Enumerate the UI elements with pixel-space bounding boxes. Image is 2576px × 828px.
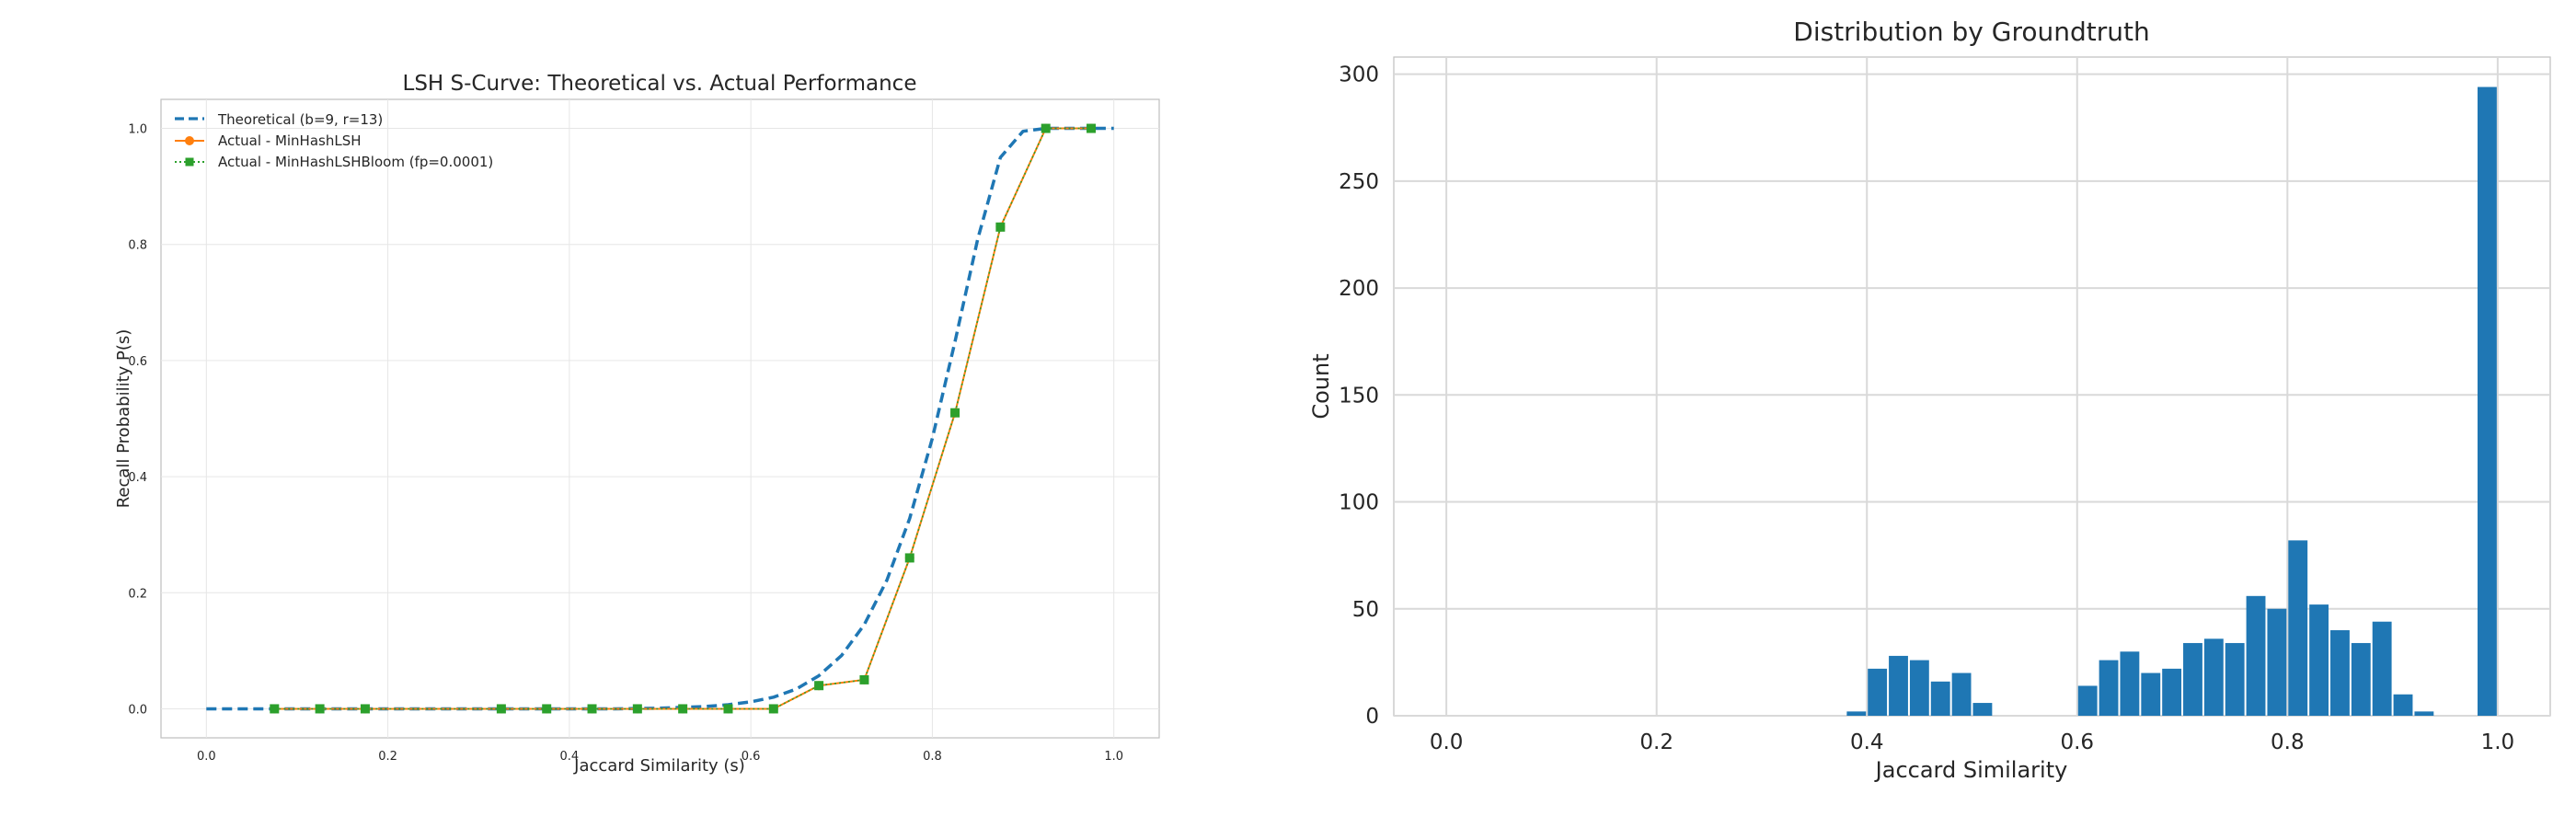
- legend-marker-minhashlsh: [185, 136, 194, 145]
- histogram-bar: [2267, 608, 2287, 716]
- legend-label-minhashlshbloom: Actual - MinHashLSHBloom (fp=0.0001): [218, 154, 493, 170]
- legend-entry-minhashlshbloom: Actual - MinHashLSHBloom (fp=0.0001): [175, 154, 493, 170]
- histogram-bar: [1909, 660, 1929, 716]
- histogram-bar: [1972, 703, 1993, 716]
- x-tick-label: 0.4: [560, 750, 580, 764]
- x-tick-label: 0.0: [197, 750, 216, 764]
- histogram-bar: [2246, 595, 2266, 716]
- s-curve-title: LSH S-Curve: Theoretical vs. Actual Perf…: [403, 72, 917, 96]
- histogram-bar: [2309, 604, 2329, 716]
- s-curve-chart: 0.0 0.2 0.4 0.6 0.8 1.0 0.0 0.2 0.4 0.6 0.8 1.0 LS…: [114, 72, 1160, 776]
- distribution-y-ticks: 0 50 100 150 200 250 300: [1339, 63, 1379, 729]
- x-tick-label: 1.0: [1104, 750, 1123, 764]
- distribution-x-ticks: 0.0 0.2 0.4 0.6 0.8 1.0: [1430, 730, 2514, 754]
- data-point-minhashlshbloom: [542, 704, 552, 714]
- s-curve-y-ticks: 0.0 0.2 0.4 0.6 0.8 1.0: [128, 123, 147, 718]
- x-tick-label: 0.2: [378, 750, 397, 764]
- x-tick-label: 0.6: [742, 750, 761, 764]
- data-point-minhashlshbloom: [270, 704, 280, 714]
- distribution-x-axis-label: Jaccard Similarity: [1874, 757, 2068, 783]
- x-tick-label: 0.8: [2271, 730, 2305, 754]
- data-point-minhashlshbloom: [723, 704, 733, 714]
- histogram-bar: [2351, 642, 2371, 716]
- distribution-bars: [1846, 86, 2497, 716]
- y-tick-label: 0.0: [128, 703, 147, 717]
- y-tick-label: 100: [1339, 491, 1379, 515]
- distribution-plot-area: [1393, 56, 2551, 717]
- data-point-minhashlshbloom: [360, 704, 370, 714]
- y-tick-label: 1.0: [128, 123, 147, 137]
- data-point-minhashlshbloom: [995, 222, 1006, 232]
- data-point-minhashlshbloom: [315, 704, 325, 714]
- data-point-minhashlshbloom: [859, 674, 869, 684]
- histogram-bar: [2141, 673, 2161, 716]
- s-curve-x-ticks: 0.0 0.2 0.4 0.6 0.8 1.0: [197, 750, 1123, 764]
- s-curve-grid: [161, 99, 1159, 738]
- histogram-bar: [2330, 630, 2350, 716]
- histogram-bar: [2478, 86, 2497, 716]
- legend-entry-theoretical: Theoretical (b=9, r=13): [175, 111, 383, 128]
- s-curve-plot-area: [160, 98, 1160, 739]
- histogram-bar: [2372, 621, 2392, 716]
- y-tick-label: 0.4: [128, 471, 147, 485]
- legend-marker-minhashlshbloom: [185, 157, 194, 167]
- y-tick-label: 250: [1339, 170, 1379, 194]
- data-point-minhashlshbloom: [814, 681, 824, 691]
- data-point-minhashlshbloom: [632, 704, 642, 714]
- y-tick-label: 300: [1339, 63, 1379, 87]
- distribution-title: Distribution by Groundtruth: [1793, 17, 2149, 47]
- s-curve-series: [206, 123, 1114, 714]
- x-tick-label: 0.6: [2060, 730, 2094, 754]
- s-curve-y-axis-label: Recall Probability P(s): [114, 329, 133, 509]
- x-tick-label: 0.0: [1430, 730, 1464, 754]
- data-point-minhashlshbloom: [1041, 123, 1051, 133]
- data-point-minhashlshbloom: [904, 553, 914, 563]
- histogram-bar: [1930, 681, 1950, 716]
- histogram-bar: [2288, 540, 2308, 716]
- data-point-minhashlshbloom: [496, 704, 506, 714]
- s-curve-legend: Theoretical (b=9, r=13) Actual - MinHash…: [175, 111, 493, 170]
- histogram-bar: [2120, 651, 2140, 716]
- histogram-bar: [2183, 642, 2202, 716]
- y-tick-label: 0.6: [128, 355, 147, 369]
- data-point-minhashlshbloom: [1087, 123, 1097, 133]
- histogram-bar: [2162, 668, 2182, 716]
- distribution-y-axis-label: Count: [1308, 353, 1334, 419]
- y-tick-label: 0.8: [128, 239, 147, 253]
- histogram-bar: [1889, 655, 1908, 716]
- data-point-minhashlshbloom: [950, 408, 960, 418]
- data-point-minhashlshbloom: [678, 704, 688, 714]
- histogram-bar: [2393, 694, 2413, 716]
- y-tick-label: 0: [1365, 705, 1379, 729]
- distribution-chart: 0.0 0.2 0.4 0.6 0.8 1.0 0 50 100 150 200 250 300 Di…: [1308, 17, 2551, 783]
- legend-label-theoretical: Theoretical (b=9, r=13): [217, 111, 383, 128]
- histogram-bar: [2203, 638, 2224, 716]
- legend-entry-minhashlsh: Actual - MinHashLSH: [175, 132, 362, 149]
- histogram-bar: [2099, 660, 2119, 716]
- data-point-minhashlshbloom: [768, 704, 778, 714]
- x-tick-label: 0.2: [1639, 730, 1673, 754]
- legend-label-minhashlsh: Actual - MinHashLSH: [218, 132, 362, 149]
- histogram-bar: [1868, 668, 1888, 716]
- x-tick-label: 0.4: [1850, 730, 1884, 754]
- x-tick-label: 1.0: [2481, 730, 2515, 754]
- histogram-bar: [2225, 642, 2245, 716]
- y-tick-label: 150: [1339, 384, 1379, 408]
- histogram-bar: [2077, 685, 2098, 716]
- histogram-bar: [1846, 711, 1867, 716]
- data-point-minhashlshbloom: [587, 704, 597, 714]
- histogram-bar: [1951, 673, 1972, 716]
- y-tick-label: 50: [1352, 598, 1379, 622]
- y-tick-label: 0.2: [128, 587, 147, 601]
- x-tick-label: 0.8: [923, 750, 942, 764]
- y-tick-label: 200: [1339, 277, 1379, 301]
- s-curve-x-axis-label: Jaccard Similarity (s): [573, 756, 745, 776]
- histogram-bar: [2414, 711, 2434, 716]
